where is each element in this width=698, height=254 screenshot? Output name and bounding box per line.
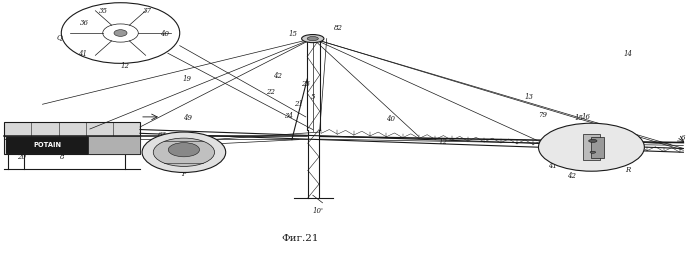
Bar xyxy=(4,122,140,153)
Text: Фиг.21: Фиг.21 xyxy=(281,234,319,243)
Text: 19: 19 xyxy=(183,75,192,83)
Text: 21: 21 xyxy=(295,100,304,108)
Text: 14: 14 xyxy=(623,50,632,58)
Text: 79: 79 xyxy=(538,111,547,119)
Text: Q: Q xyxy=(57,33,63,41)
Circle shape xyxy=(590,151,595,153)
Text: 40: 40 xyxy=(160,29,169,38)
Text: 41: 41 xyxy=(548,162,557,170)
Text: 34: 34 xyxy=(285,112,295,120)
Circle shape xyxy=(588,139,597,142)
Text: 23: 23 xyxy=(302,80,311,88)
Text: 63: 63 xyxy=(158,131,167,139)
Ellipse shape xyxy=(154,138,214,166)
Text: 16: 16 xyxy=(581,113,591,121)
Text: 37: 37 xyxy=(142,7,151,15)
Text: 56: 56 xyxy=(197,140,206,148)
Text: 12: 12 xyxy=(120,62,129,70)
Text: 36: 36 xyxy=(80,19,89,27)
Text: 12: 12 xyxy=(438,138,447,146)
Circle shape xyxy=(307,37,318,41)
Text: 42: 42 xyxy=(274,72,283,81)
Text: 22: 22 xyxy=(267,88,276,96)
Bar xyxy=(583,134,600,161)
Text: 42: 42 xyxy=(567,172,577,180)
Ellipse shape xyxy=(142,132,225,172)
Text: 8: 8 xyxy=(60,153,64,161)
Text: 35: 35 xyxy=(99,7,108,15)
Bar xyxy=(591,137,604,158)
Text: 15: 15 xyxy=(574,114,584,122)
Text: 41: 41 xyxy=(78,50,87,58)
Bar xyxy=(6,137,90,153)
Text: P: P xyxy=(181,170,186,179)
Text: 82: 82 xyxy=(601,135,610,143)
Circle shape xyxy=(302,35,324,43)
Text: 49: 49 xyxy=(183,114,192,122)
Bar xyxy=(89,136,140,153)
Ellipse shape xyxy=(168,143,200,157)
Text: 20: 20 xyxy=(17,153,26,161)
Text: 40: 40 xyxy=(386,115,395,123)
Text: POTAIN: POTAIN xyxy=(34,142,61,148)
Text: 6: 6 xyxy=(681,134,685,142)
Ellipse shape xyxy=(114,30,127,36)
Text: 87: 87 xyxy=(545,134,554,142)
Text: 5: 5 xyxy=(311,93,315,101)
Ellipse shape xyxy=(538,123,644,171)
Text: 10: 10 xyxy=(202,151,211,159)
Text: 82: 82 xyxy=(334,24,343,33)
Text: R: R xyxy=(625,166,630,174)
Text: 15: 15 xyxy=(289,29,298,38)
Text: 10': 10' xyxy=(312,207,323,215)
Text: 13: 13 xyxy=(524,93,533,101)
